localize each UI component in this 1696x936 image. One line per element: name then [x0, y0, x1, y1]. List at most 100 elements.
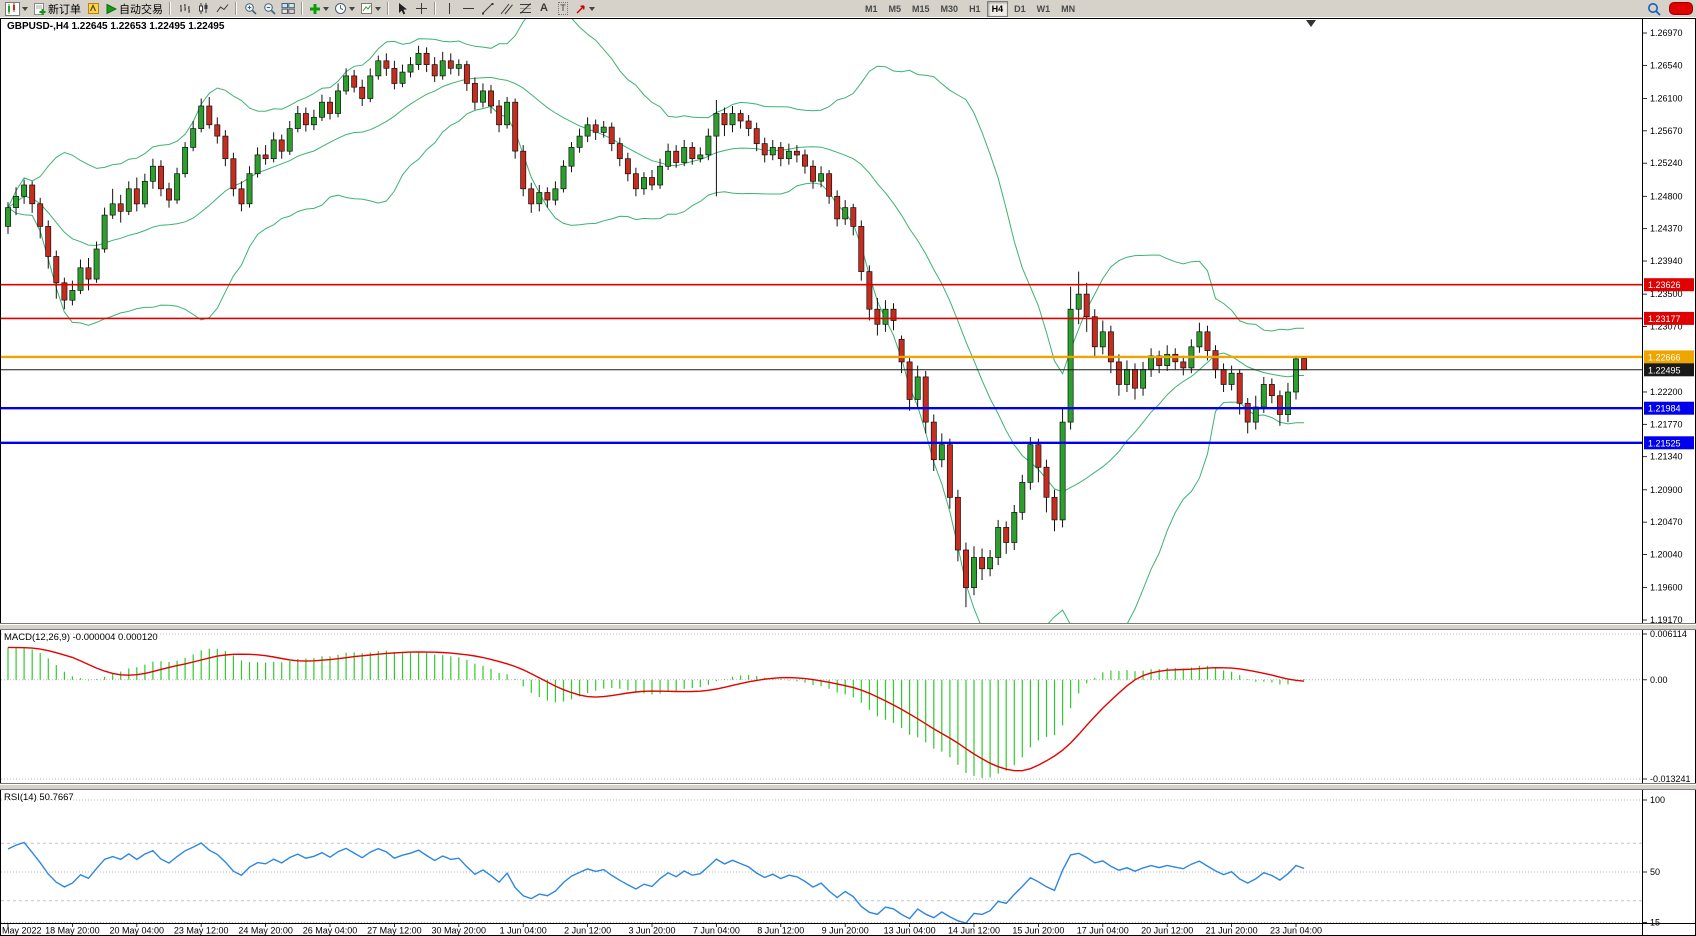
bar-chart-button[interactable]	[175, 1, 193, 16]
price-tag	[1644, 278, 1694, 292]
price-axis[interactable]: 1.26970 1.26540 1.26100 1.25670 1.25240 1.248…	[1643, 28, 1694, 927]
time-axis-label: 24 May 20:00	[238, 926, 293, 936]
candle-body	[810, 165, 816, 182]
caret-down-icon	[22, 6, 28, 11]
candle-body	[93, 248, 100, 280]
time-axis-label: 8 Jun 12:00	[757, 926, 804, 936]
channel-button[interactable]	[497, 1, 515, 16]
price-axis-label: 1.22200	[1650, 387, 1683, 397]
candle-body	[842, 207, 849, 220]
vertical-line-button[interactable]	[440, 1, 458, 16]
timeframe-button-m5[interactable]: M5	[888, 3, 902, 14]
timeframe-button-mn[interactable]: MN	[1061, 3, 1076, 14]
cursor-button[interactable]	[393, 1, 411, 16]
candlestick-chart-button[interactable]	[194, 1, 212, 16]
text-label-button[interactable]: T	[554, 1, 572, 16]
timeframe-button-m15[interactable]: M15	[912, 3, 930, 14]
timeframe-button-h4[interactable]: H4	[986, 0, 1009, 17]
macd-axis-label: 0.006114	[1650, 629, 1687, 639]
zoom-in-button[interactable]	[241, 1, 259, 16]
timeframe-button-h1[interactable]: H1	[969, 3, 981, 14]
new-order-button[interactable]: 新订单	[31, 1, 83, 16]
indicators-button[interactable]	[307, 1, 331, 16]
candle-body	[294, 113, 301, 129]
tile-windows-button[interactable]	[279, 1, 297, 16]
candle-body	[1228, 372, 1235, 385]
time-axis-label: 26 May 04:00	[303, 926, 358, 936]
line-chart-button[interactable]	[213, 1, 231, 16]
templates-button[interactable]	[358, 1, 383, 16]
horizontal-line-button[interactable]	[459, 1, 477, 16]
candle-body	[278, 139, 285, 152]
candle-body	[5, 207, 11, 227]
notification-badge[interactable]	[1669, 2, 1693, 15]
candle-body	[335, 90, 341, 114]
candle-body	[544, 192, 551, 201]
new-chart-button[interactable]	[3, 1, 30, 16]
metaeditor-button[interactable]	[84, 1, 102, 16]
main-price-panel[interactable]	[0, 8, 1642, 655]
candle-body	[890, 308, 897, 321]
new-order-label: 新订单	[48, 3, 81, 16]
bar-chart-icon	[179, 4, 190, 13]
price-axis-label: 1.26100	[1650, 93, 1683, 103]
macd-panel[interactable]	[1, 633, 1642, 780]
search-icon	[1648, 2, 1661, 16]
autotrading-button[interactable]: 自动交易	[103, 1, 165, 16]
candle-body	[963, 549, 969, 588]
candle-body	[359, 86, 366, 99]
candle-body	[898, 338, 905, 363]
timeframe-button-w1[interactable]: W1	[1036, 3, 1051, 14]
candle-body	[673, 150, 680, 163]
candle-body	[584, 124, 591, 137]
candle-body	[576, 135, 583, 148]
zoom-out-button[interactable]	[260, 1, 278, 16]
crosshair-button[interactable]	[412, 1, 430, 16]
timeframe-button-m30[interactable]: M30	[940, 3, 959, 14]
candle-body	[1301, 358, 1308, 371]
candle-body	[1212, 350, 1219, 370]
candle-body	[423, 52, 430, 65]
price-axis-label: 1.20040	[1650, 550, 1683, 560]
periods-button[interactable]	[332, 1, 357, 16]
timeframe-button-m1[interactable]: M1	[865, 3, 878, 14]
rsi-panel[interactable]	[1, 799, 1642, 923]
macd-panel-separator[interactable]	[0, 623, 1696, 630]
fibonacci-button[interactable]	[516, 1, 534, 16]
candle-body	[608, 126, 615, 145]
candle-body	[632, 173, 639, 190]
candle-body	[882, 308, 889, 325]
toolbar-separator	[169, 2, 171, 15]
candle-body	[1276, 395, 1283, 415]
candle-body	[319, 101, 325, 118]
chart-shift-marker[interactable]	[1306, 20, 1316, 27]
candle-body	[1019, 481, 1026, 513]
candle-body	[1196, 331, 1203, 348]
text-button[interactable]: A	[535, 1, 553, 16]
candle-body	[689, 147, 696, 160]
arrows-button[interactable]	[573, 1, 597, 16]
candle-body	[705, 135, 712, 156]
trendline-button[interactable]	[478, 1, 496, 16]
candlestick-icon	[198, 3, 207, 14]
candle-body	[1083, 293, 1090, 318]
candle-body	[302, 113, 309, 126]
candle-body	[1236, 372, 1243, 404]
time-axis[interactable]: May 2022 18 May 20:00 20 May 04:00 23 May 1…	[2, 924, 1322, 936]
timeframe-button-d1[interactable]: D1	[1014, 3, 1026, 14]
search-button[interactable]	[1645, 1, 1663, 16]
rsi-panel-separator[interactable]	[0, 783, 1696, 790]
macd-signal-line	[7, 646, 1305, 772]
candle-body	[1107, 331, 1114, 363]
price-axis-label: 1.24370	[1650, 224, 1683, 234]
time-axis-label: 3 Jun 20:00	[628, 926, 675, 936]
candle-body	[665, 150, 672, 167]
candle-body	[793, 150, 800, 156]
candle-body	[1132, 369, 1138, 389]
bollinger-middle-band	[7, 76, 1305, 493]
candle-body	[198, 105, 205, 129]
candle-body	[230, 158, 237, 190]
candle-body	[1220, 369, 1227, 385]
candle-body	[351, 75, 358, 88]
